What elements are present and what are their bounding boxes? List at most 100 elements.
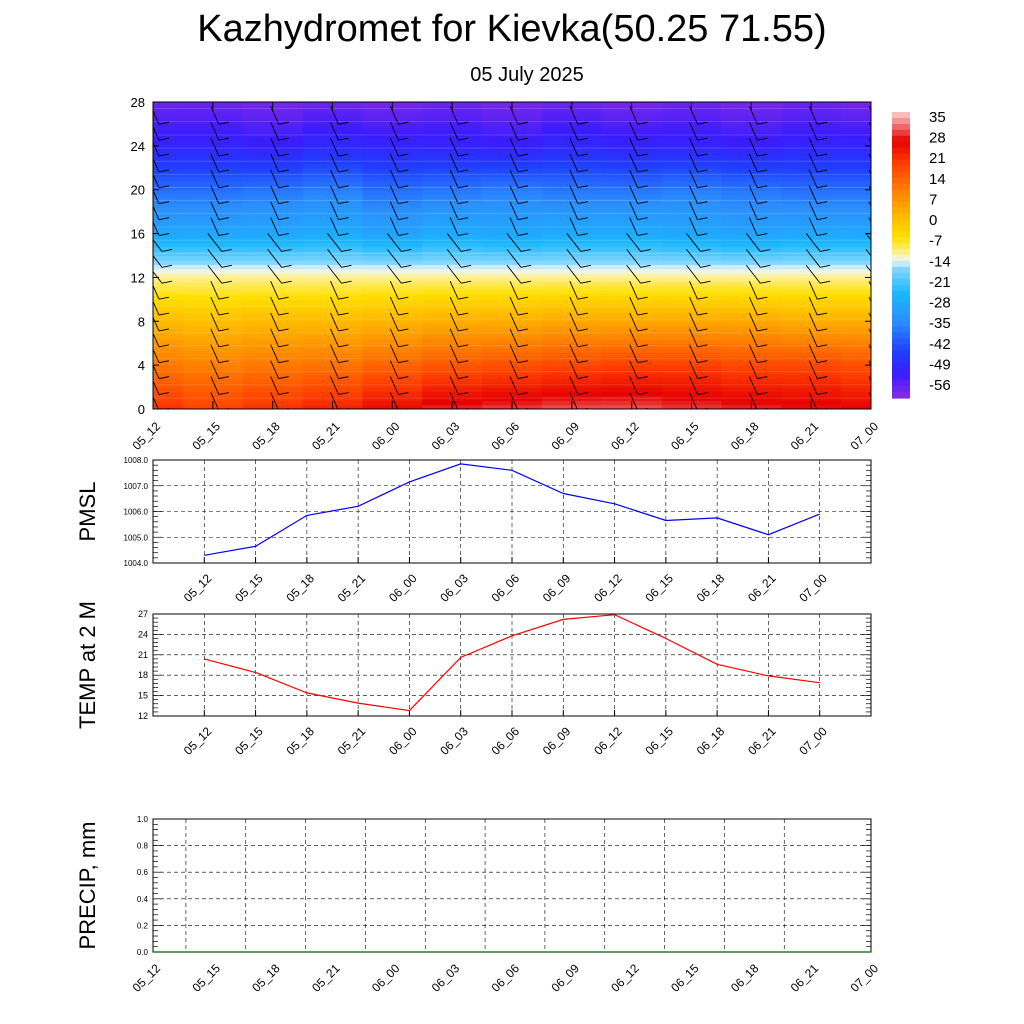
colorbar-segment — [892, 386, 910, 393]
wind-barb — [626, 249, 651, 268]
heatmap-cell — [541, 391, 603, 397]
heatmap-cell — [482, 277, 543, 283]
heatmap-cell — [482, 110, 543, 116]
heatmap-cell — [242, 308, 304, 314]
heatmap-cell — [482, 194, 543, 200]
x-tick-label: 06_15 — [642, 724, 676, 758]
heatmap-cell — [781, 229, 842, 235]
heatmap-cell — [601, 163, 663, 169]
heatmap-cell — [153, 198, 184, 204]
heatmap-cell — [182, 312, 244, 318]
heatmap-cell — [661, 154, 723, 160]
wind-barb — [270, 185, 289, 205]
wind-barb — [389, 344, 409, 364]
heatmap-cell — [242, 119, 304, 125]
colorbar-segment — [892, 117, 910, 125]
wind-barb — [270, 153, 289, 173]
wind-barb — [868, 280, 871, 287]
heatmap-cell — [661, 259, 723, 265]
heatmap-cell — [661, 251, 723, 257]
heatmap-cell — [302, 321, 364, 327]
heatmap-cell — [541, 233, 603, 239]
heatmap-cell — [841, 198, 871, 204]
heatmap-cell — [781, 119, 842, 125]
wind-barb — [808, 376, 828, 395]
colorbar-segment — [892, 201, 910, 208]
heatmap-cell — [153, 110, 184, 116]
heatmap-cell — [781, 216, 842, 222]
heatmap-cell — [242, 128, 304, 134]
heatmap-cell — [721, 325, 782, 331]
heatmap-cell — [362, 268, 423, 274]
heatmap-cell — [841, 391, 871, 397]
heatmap-cell — [362, 132, 423, 138]
heatmap-cell — [153, 365, 184, 371]
wind-barb — [210, 217, 229, 236]
wind-barb — [868, 296, 871, 303]
heatmap-cell — [601, 180, 663, 186]
heatmap-cell — [841, 115, 871, 121]
wind-barb — [748, 153, 768, 173]
heatmap-cell — [841, 316, 871, 322]
heatmap-cell — [541, 119, 603, 125]
heatmap-cell — [362, 145, 423, 151]
heatmap-cell — [482, 132, 543, 138]
wind-barb — [389, 106, 409, 125]
wind-barb — [629, 376, 648, 395]
heatmap-cell — [482, 290, 543, 296]
wind-barb — [153, 316, 170, 332]
heatmap-cell — [541, 356, 603, 362]
x-tick-label: 06_06 — [489, 419, 523, 453]
x-tick-label: 05_21 — [309, 419, 343, 453]
heatmap-cell — [362, 119, 423, 125]
heatmap-cell — [153, 132, 184, 138]
wind-barb — [330, 185, 349, 205]
heatmap-cell — [182, 290, 244, 296]
heatmap-cell — [601, 365, 663, 371]
heatmap-cell — [182, 115, 244, 121]
heatmap-cell — [422, 369, 483, 375]
heatmap-cell — [721, 308, 782, 314]
heatmap-cell — [422, 308, 483, 314]
heatmap-cell — [721, 268, 782, 274]
heatmap-cell — [482, 189, 543, 195]
heatmap-cell — [661, 180, 723, 186]
heatmap-cell — [781, 277, 842, 283]
heatmap-cell — [242, 316, 304, 322]
heatmap-cell — [362, 360, 423, 366]
heatmap-cell — [541, 154, 603, 160]
heatmap-cell — [482, 316, 543, 322]
wind-barb — [689, 217, 708, 236]
heatmap-cell — [661, 382, 723, 388]
wind-barb — [748, 360, 768, 380]
heatmap-cell — [721, 229, 782, 235]
heatmap-cell — [661, 294, 723, 300]
heatmap-cell — [601, 268, 663, 274]
heatmap-cell — [781, 154, 842, 160]
heatmap-cell — [781, 369, 842, 375]
heatmap-cell — [182, 281, 244, 287]
heatmap-cell — [182, 251, 244, 257]
wind-barb — [270, 344, 289, 364]
heatmap-cell — [422, 110, 483, 116]
wind-barb — [808, 217, 828, 236]
colorbar-segment — [892, 320, 910, 328]
heatmap-cell — [841, 255, 871, 261]
heatmap-cell — [182, 356, 244, 362]
heatmap-cell — [153, 273, 184, 279]
heatmap-cell — [422, 198, 483, 204]
heatmap-cell — [302, 356, 364, 362]
wind-barb — [330, 106, 349, 125]
heatmap-cell — [182, 246, 244, 252]
heatmap-cell — [153, 351, 184, 357]
heatmap-cell — [242, 351, 304, 357]
heatmap-cell — [781, 137, 842, 143]
heatmap-cell — [661, 365, 723, 371]
heatmap-cell — [841, 264, 871, 270]
wind-barb — [449, 376, 469, 395]
y-tick-label: 18 — [138, 670, 148, 680]
heatmap-cell — [153, 216, 184, 222]
heatmap-cell — [661, 185, 723, 191]
heatmap-cell — [841, 242, 871, 248]
y-tick-label: 27 — [138, 609, 148, 619]
